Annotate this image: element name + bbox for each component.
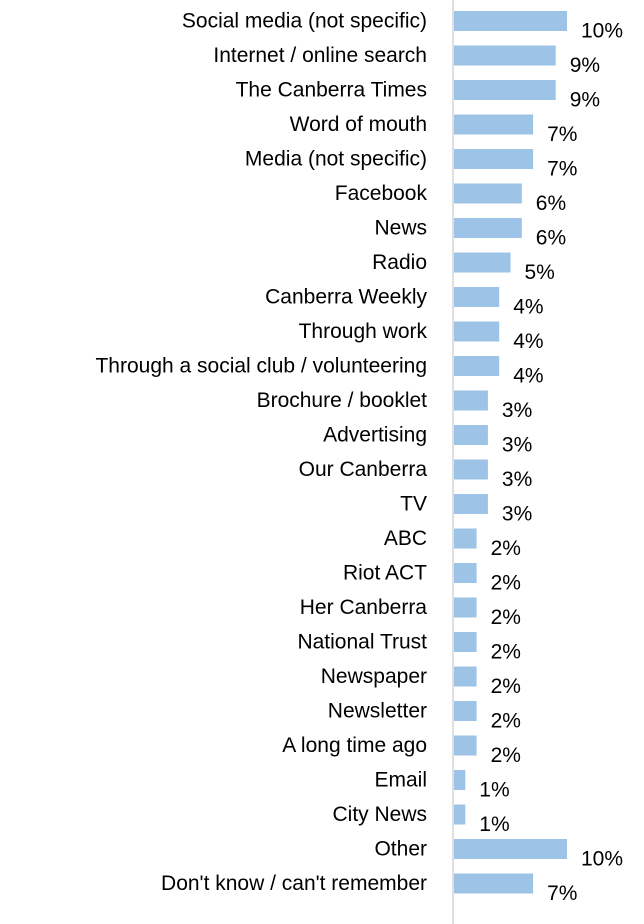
bar (454, 839, 567, 859)
value-label: 2% (491, 641, 521, 664)
bar (454, 563, 477, 583)
category-label: TV (400, 493, 427, 516)
category-label: Her Canberra (300, 596, 428, 619)
value-label: 6% (536, 227, 566, 250)
value-label: 10% (581, 848, 623, 871)
category-label: Don't know / can't remember (161, 872, 427, 895)
value-label: 2% (491, 675, 521, 698)
value-label: 1% (479, 779, 509, 802)
bars-group (454, 11, 567, 894)
value-label: 3% (502, 468, 532, 491)
bar (454, 114, 534, 135)
bar (454, 425, 488, 445)
value-label: 7% (547, 123, 577, 146)
category-label: National Trust (297, 631, 427, 654)
value-labels-group: 10% 9% 9% 7% 7% 6% 6% 5% 4% 4% 4% 3% 3% 3% 3% 2% 2% 2% 2% 2… (479, 20, 623, 906)
bar (454, 459, 488, 480)
value-label: 4% (513, 365, 543, 388)
bar (454, 149, 534, 169)
value-label: 9% (570, 54, 600, 77)
bar (454, 597, 477, 618)
category-label: Through a social club / volunteering (95, 355, 427, 378)
category-label: Internet / online search (213, 44, 427, 67)
value-label: 2% (491, 744, 521, 767)
bar (454, 873, 534, 894)
bar (454, 666, 477, 687)
bar (454, 770, 466, 790)
category-label: The Canberra Times (236, 79, 427, 102)
bar (454, 356, 500, 376)
category-label: City News (332, 803, 427, 826)
category-label: ABC (384, 527, 427, 550)
value-label: 9% (570, 89, 600, 112)
bar (454, 321, 500, 342)
bar (454, 494, 488, 514)
bar (454, 45, 556, 66)
bar (454, 183, 522, 204)
value-label: 2% (491, 572, 521, 595)
category-label: Radio (372, 251, 427, 274)
bar (454, 528, 477, 549)
bar (454, 287, 500, 307)
value-label: 7% (547, 882, 577, 905)
bar (454, 735, 477, 756)
bar (454, 701, 477, 721)
bar (454, 252, 511, 273)
value-label: 10% (581, 20, 623, 43)
category-label: Social media (not specific) (182, 10, 427, 33)
bar (454, 218, 522, 238)
category-label: A long time ago (282, 734, 427, 757)
value-label: 3% (502, 399, 532, 422)
value-label: 1% (479, 813, 509, 836)
bar (454, 390, 488, 411)
category-label: Facebook (335, 182, 428, 205)
value-label: 3% (502, 434, 532, 457)
category-label: News (374, 217, 427, 240)
value-label: 5% (525, 261, 555, 284)
value-label: 3% (502, 503, 532, 526)
category-label: Our Canberra (299, 458, 428, 481)
category-labels-group: Social media (not specific) Internet / on… (95, 10, 427, 896)
bar (454, 804, 466, 825)
bar (454, 632, 477, 652)
category-label: Word of mouth (290, 113, 427, 136)
value-label: 2% (491, 537, 521, 560)
category-label: Newsletter (328, 700, 427, 723)
category-label: Media (not specific) (245, 148, 427, 171)
bar (454, 80, 556, 100)
value-label: 4% (513, 296, 543, 319)
value-label: 7% (547, 158, 577, 181)
category-label: Newspaper (321, 665, 427, 688)
value-label: 6% (536, 192, 566, 215)
value-label: 2% (491, 606, 521, 629)
value-label: 2% (491, 710, 521, 733)
value-label: 4% (513, 330, 543, 353)
category-label: Advertising (323, 424, 427, 447)
bar (454, 11, 567, 31)
category-label: Brochure / booklet (257, 389, 428, 412)
category-label: Other (374, 838, 427, 861)
category-label: Through work (299, 320, 428, 343)
category-label: Canberra Weekly (265, 286, 427, 309)
category-label: Riot ACT (343, 562, 427, 585)
category-label: Email (374, 769, 427, 792)
